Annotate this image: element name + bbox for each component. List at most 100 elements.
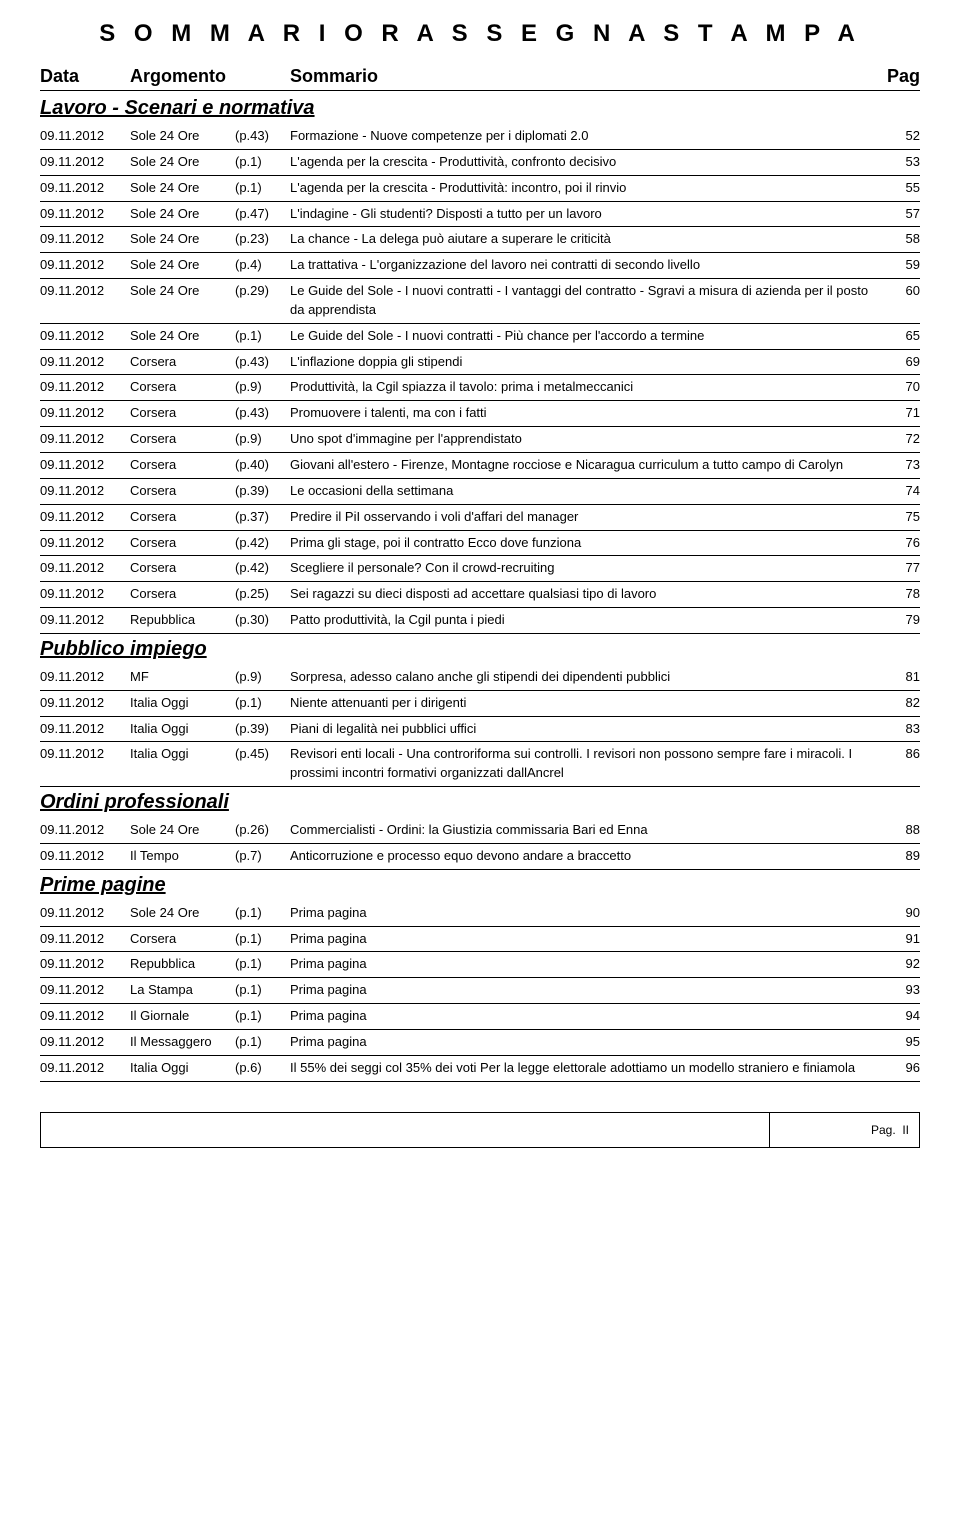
cell-summary: Prima pagina [290,930,885,949]
cell-source: Corsera [130,482,235,501]
cell-summary: L'agenda per la crescita - Produttività,… [290,153,885,172]
cell-summary: Prima pagina [290,1007,885,1026]
cell-date: 09.11.2012 [40,1007,130,1026]
cell-pag: 92 [885,955,920,974]
cell-page: (p.1) [235,981,290,1000]
table-row: 09.11.2012Corsera(p.25)Sei ragazzi su di… [40,582,920,608]
table-row: 09.11.2012Corsera(p.43)L'inflazione dopp… [40,350,920,376]
cell-date: 09.11.2012 [40,821,130,840]
cell-summary: Uno spot d'immagine per l'apprendistato [290,430,885,449]
cell-pag: 96 [885,1059,920,1078]
table-row: 09.11.2012Il Tempo(p.7)Anticorruzione e … [40,844,920,870]
header-sommario: Sommario [290,66,875,87]
cell-pag: 76 [885,534,920,553]
cell-source: Il Messaggero [130,1033,235,1052]
cell-source: Corsera [130,404,235,423]
cell-source: Sole 24 Ore [130,327,235,346]
table-row: 09.11.2012Corsera(p.40)Giovani all'ester… [40,453,920,479]
cell-date: 09.11.2012 [40,1033,130,1052]
cell-date: 09.11.2012 [40,353,130,372]
cell-pag: 90 [885,904,920,923]
cell-page: (p.26) [235,821,290,840]
table-row: 09.11.2012Corsera(p.9)Produttività, la C… [40,375,920,401]
sections-container: Lavoro - Scenari e normativa09.11.2012So… [40,97,920,1082]
cell-source: Corsera [130,930,235,949]
cell-pag: 91 [885,930,920,949]
table-row: 09.11.2012Repubblica(p.1)Prima pagina92 [40,952,920,978]
cell-summary: Niente attenuanti per i dirigenti [290,694,885,713]
cell-date: 09.11.2012 [40,327,130,346]
table-row: 09.11.2012Italia Oggi(p.1)Niente attenua… [40,691,920,717]
cell-pag: 95 [885,1033,920,1052]
cell-pag: 73 [885,456,920,475]
cell-summary: L'inflazione doppia gli stipendi [290,353,885,372]
table-row: 09.11.2012Repubblica(p.30)Patto produtti… [40,608,920,634]
cell-pag: 88 [885,821,920,840]
cell-pag: 65 [885,327,920,346]
cell-page: (p.45) [235,745,290,764]
cell-source: Corsera [130,456,235,475]
cell-summary: Promuovere i talenti, ma con i fatti [290,404,885,423]
table-row: 09.11.2012Sole 24 Ore(p.29)Le Guide del … [40,279,920,324]
cell-pag: 78 [885,585,920,604]
cell-date: 09.11.2012 [40,153,130,172]
table-row: 09.11.2012Italia Oggi(p.39)Piani di lega… [40,717,920,743]
cell-page: (p.30) [235,611,290,630]
cell-page: (p.9) [235,668,290,687]
cell-summary: Prima pagina [290,981,885,1000]
cell-source: Sole 24 Ore [130,282,235,301]
footer-pag-label: Pag. [871,1123,896,1137]
cell-date: 09.11.2012 [40,256,130,275]
footer-left [40,1112,770,1148]
cell-pag: 83 [885,720,920,739]
cell-source: Italia Oggi [130,1059,235,1078]
cell-summary: Il 55% dei seggi col 35% dei voti Per la… [290,1059,885,1078]
cell-date: 09.11.2012 [40,694,130,713]
cell-date: 09.11.2012 [40,611,130,630]
cell-source: Sole 24 Ore [130,256,235,275]
cell-source: Repubblica [130,955,235,974]
cell-source: Sole 24 Ore [130,205,235,224]
cell-page: (p.37) [235,508,290,527]
cell-page: (p.1) [235,955,290,974]
cell-date: 09.11.2012 [40,205,130,224]
cell-date: 09.11.2012 [40,559,130,578]
cell-source: Corsera [130,430,235,449]
table-row: 09.11.2012Corsera(p.39)Le occasioni dell… [40,479,920,505]
table-row: 09.11.2012Italia Oggi(p.6)Il 55% dei seg… [40,1056,920,1082]
cell-pag: 58 [885,230,920,249]
cell-date: 09.11.2012 [40,847,130,866]
table-row: 09.11.2012Sole 24 Ore(p.23)La chance - L… [40,227,920,253]
cell-summary: Le occasioni della settimana [290,482,885,501]
cell-pag: 57 [885,205,920,224]
cell-summary: Prima gli stage, poi il contratto Ecco d… [290,534,885,553]
cell-pag: 81 [885,668,920,687]
cell-source: Repubblica [130,611,235,630]
table-row: 09.11.2012Il Messaggero(p.1)Prima pagina… [40,1030,920,1056]
table-row: 09.11.2012Corsera(p.42)Prima gli stage, … [40,531,920,557]
cell-pag: 53 [885,153,920,172]
cell-source: MF [130,668,235,687]
footer-right: Pag. II [770,1112,920,1148]
cell-source: Sole 24 Ore [130,179,235,198]
cell-page: (p.1) [235,327,290,346]
table-row: 09.11.2012Sole 24 Ore(p.26)Commercialist… [40,818,920,844]
table-row: 09.11.2012MF(p.9)Sorpresa, adesso calano… [40,665,920,691]
cell-summary: L'agenda per la crescita - Produttività:… [290,179,885,198]
table-header: Data Argomento Sommario Pag [40,66,920,91]
table-row: 09.11.2012Corsera(p.43)Promuovere i tale… [40,401,920,427]
cell-page: (p.43) [235,404,290,423]
cell-source: Sole 24 Ore [130,230,235,249]
cell-source: Italia Oggi [130,694,235,713]
cell-pag: 52 [885,127,920,146]
cell-date: 09.11.2012 [40,378,130,397]
cell-summary: Giovani all'estero - Firenze, Montagne r… [290,456,885,475]
cell-source: Corsera [130,559,235,578]
table-row: 09.11.2012La Stampa(p.1)Prima pagina93 [40,978,920,1004]
table-row: 09.11.2012Sole 24 Ore(p.1)L'agenda per l… [40,150,920,176]
cell-summary: Commercialisti - Ordini: la Giustizia co… [290,821,885,840]
table-row: 09.11.2012Sole 24 Ore(p.47)L'indagine - … [40,202,920,228]
cell-date: 09.11.2012 [40,230,130,249]
cell-page: (p.6) [235,1059,290,1078]
cell-page: (p.1) [235,694,290,713]
